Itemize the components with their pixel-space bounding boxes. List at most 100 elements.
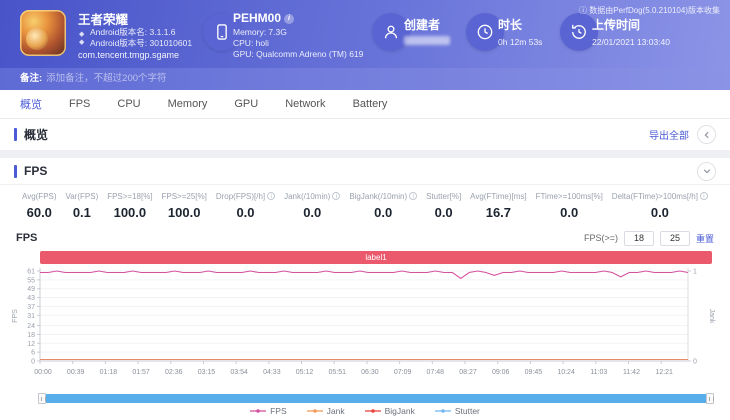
stat-value: 100.0 [167, 205, 201, 220]
stat-value: 0.1 [72, 205, 91, 220]
report-header: 王者荣耀 ◆ ◆ Android版本名: 3.1.1.6 Android版本号: … [0, 0, 730, 68]
svg-text:61: 61 [27, 269, 35, 276]
device-info-icon[interactable]: i [284, 14, 295, 24]
svg-text:1: 1 [693, 269, 697, 276]
fps-section-title: FPS [24, 164, 48, 178]
svg-text:05:51: 05:51 [328, 369, 346, 376]
svg-text:06:30: 06:30 [361, 369, 379, 376]
annotation-label-bar[interactable]: label1 [40, 251, 712, 264]
legend-item-fps[interactable]: FPS [250, 406, 287, 416]
stat-label: Drop(FPS)[/h] i [216, 192, 276, 201]
stat-label: FPS>=25[%] [161, 192, 207, 201]
svg-text:24: 24 [27, 323, 35, 330]
note-placeholder: 添加备注，不超过200个字符 [46, 73, 167, 84]
tab-fps[interactable]: FPS [69, 98, 91, 110]
chart-legend: FPS Jank BigJank Stutter [0, 406, 730, 416]
note-label: 备注: [20, 73, 43, 84]
svg-text:10:24: 10:24 [557, 369, 575, 376]
collapse-section-button[interactable] [697, 161, 716, 181]
stat-label: FTime>=100ms[%] [535, 192, 603, 201]
svg-text:55: 55 [27, 277, 35, 284]
info-icon[interactable]: i [699, 192, 708, 200]
fps-chart-header: FPS FPS(>=) 重置 [0, 227, 730, 249]
legend-item-stutter[interactable]: Stutter [434, 406, 480, 416]
export-all-link[interactable]: 导出全部 [649, 131, 689, 142]
svg-text:02:36: 02:36 [165, 369, 183, 376]
svg-text:09:06: 09:06 [492, 369, 510, 376]
perfdog-version-note: ⓘ 数据由PerfDog(5.0.210104)版本收集 [579, 6, 720, 15]
svg-text:05:12: 05:12 [296, 369, 314, 376]
svg-text:07:48: 07:48 [427, 369, 445, 376]
tab-gpu[interactable]: GPU [234, 98, 259, 110]
upload-time-value: 22/01/2021 13:03:40 [592, 37, 670, 47]
threshold-reset-link[interactable]: 重置 [695, 233, 714, 244]
creator-name-blurred [404, 36, 450, 45]
tab-概览[interactable]: 概览 [20, 99, 42, 111]
collapse-all-button[interactable] [697, 125, 716, 144]
info-icon[interactable]: i [267, 192, 276, 200]
threshold-low-input[interactable] [623, 230, 654, 246]
tab-memory[interactable]: Memory [167, 98, 208, 110]
legend-label: Jank [326, 406, 345, 416]
fps-card: FPS Avg(FPS) 60.0 Var(FPS) 0.1 FPS>=18[%] 100… [0, 158, 730, 420]
zoom-handle-left[interactable] [38, 393, 46, 404]
fps-chart-title: FPS [16, 232, 38, 244]
chevron-down-icon [703, 169, 710, 174]
svg-text:03:54: 03:54 [230, 369, 248, 376]
svg-text:11:42: 11:42 [623, 369, 640, 376]
legend-marker-icon [250, 409, 267, 413]
stat-value: 0.0 [650, 205, 669, 220]
stat-value: 16.7 [485, 205, 512, 220]
overview-section-header: 概览 导出全部 [0, 119, 730, 150]
legend-item-bigjank[interactable]: BigJank [364, 406, 415, 416]
section-accent-bar [14, 164, 17, 178]
tab-network[interactable]: Network [285, 98, 326, 110]
svg-text:09:45: 09:45 [525, 369, 543, 376]
svg-text:FPS: FPS [12, 309, 19, 323]
legend-marker-icon [434, 409, 451, 413]
android-version-code: Android版本号: 301010601 [90, 38, 193, 48]
tab-battery[interactable]: Battery [352, 98, 388, 110]
threshold-label: FPS(>=) [583, 233, 618, 243]
svg-text:6: 6 [31, 350, 35, 357]
legend-marker-icon [306, 409, 323, 413]
svg-text:49: 49 [27, 286, 35, 293]
svg-text:01:18: 01:18 [100, 369, 118, 376]
stat-item: FTime>=100ms[%] 0.0 [536, 192, 603, 220]
package-name: com.tencent.tmgp.sgame [78, 50, 180, 60]
svg-text:18: 18 [27, 332, 35, 339]
svg-text:04:33: 04:33 [263, 369, 281, 376]
svg-text:11:03: 11:03 [590, 369, 607, 376]
overview-title: 概览 [24, 128, 49, 142]
svg-text:0: 0 [31, 359, 35, 366]
legend-label: BigJank [384, 406, 415, 416]
info-icon[interactable]: i [332, 192, 341, 200]
tab-cpu[interactable]: CPU [117, 98, 141, 110]
stat-label: Delta(FTime)>100ms[/h] i [612, 192, 708, 201]
legend-marker-icon [364, 409, 381, 413]
upload-time-label: 上传时间 [592, 18, 641, 32]
svg-text:Jank: Jank [708, 309, 715, 324]
zoom-handle-right[interactable] [706, 393, 714, 404]
stat-label: BigJank(/10min) i [349, 192, 418, 201]
svg-text:12: 12 [27, 341, 35, 348]
threshold-high-input[interactable] [659, 230, 690, 246]
stat-item: Stutter[%] 0.0 [426, 192, 461, 220]
duration-value: 0h 12m 53s [498, 37, 543, 47]
chart-zoom-range[interactable] [40, 394, 712, 403]
section-accent-bar [14, 128, 17, 141]
svg-text:0: 0 [693, 359, 697, 366]
stat-item: Avg(FPS) 60.0 [22, 192, 57, 220]
device-memory: Memory: 7.3G [233, 27, 287, 37]
game-icon [20, 10, 66, 56]
legend-label: Stutter [454, 406, 480, 416]
note-bar[interactable]: 备注: 添加备注，不超过200个字符 [0, 68, 730, 90]
chart-zoom-scrollbar[interactable] [38, 393, 714, 404]
legend-item-jank[interactable]: Jank [306, 406, 345, 416]
stat-item: Drop(FPS)[/h] i 0.0 [216, 192, 276, 220]
device-cpu: CPU: holi [233, 38, 269, 48]
stat-label: FPS>=18[%] [107, 192, 153, 201]
chevron-left-icon [704, 131, 709, 138]
info-icon[interactable]: i [409, 192, 418, 200]
